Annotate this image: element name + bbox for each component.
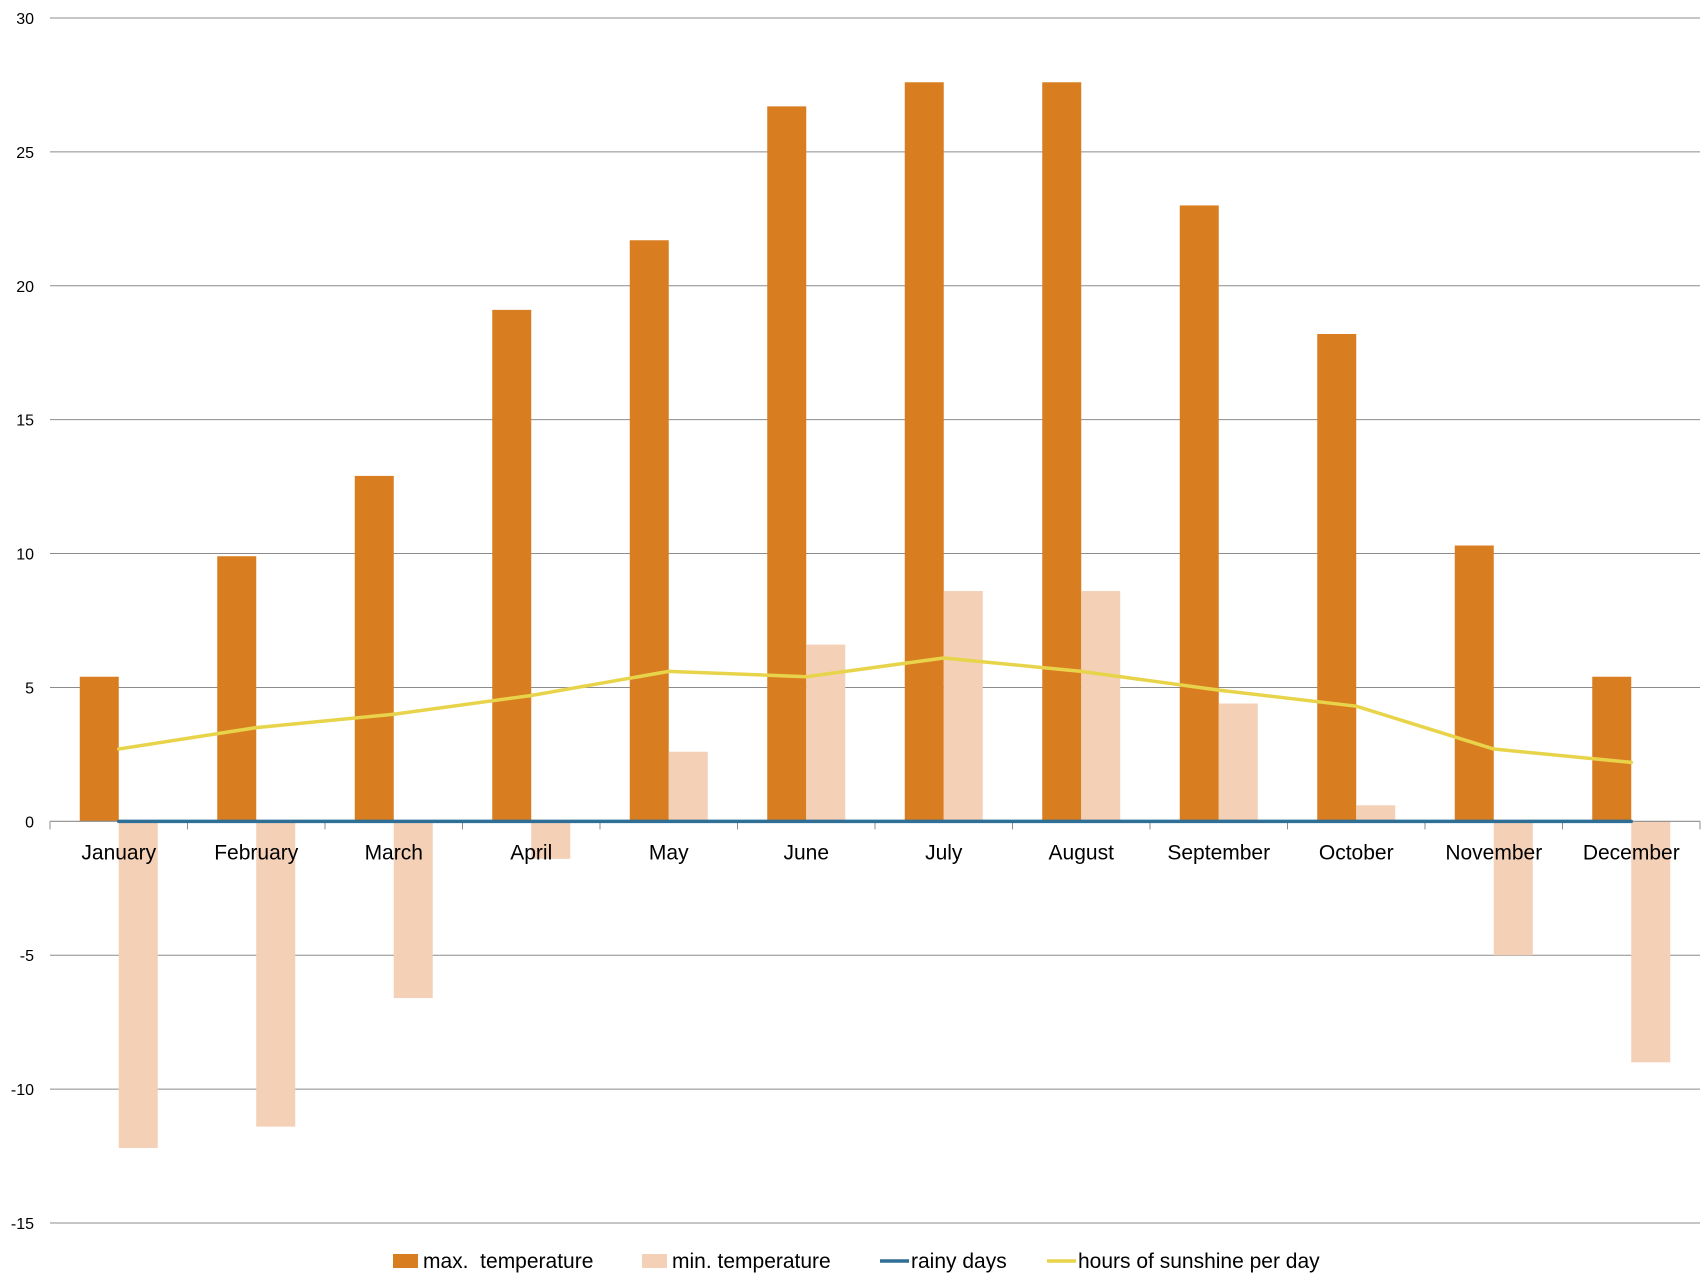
x-tick-label-march: March [365,841,423,864]
line-point [117,819,121,823]
max-temperature-bar-february [217,556,257,822]
line-point [667,819,671,823]
line-point [117,747,121,751]
max-temperature-bar-august [1042,82,1082,822]
line-point [1079,669,1083,673]
line-point [392,712,396,716]
y-tick-label: -10 [11,1082,34,1099]
legend-item-min-temperature: min. temperature [642,1250,831,1273]
min-temperature-bar-november [1493,821,1533,956]
line-point [254,726,258,730]
line-point [1217,688,1221,692]
y-tick-label: 5 [25,680,34,697]
y-tick-label: 0 [25,814,34,831]
max-temperature-bar-october [1317,333,1357,822]
max-temperature-bar-may [629,240,669,822]
max-temperature-bar-april [492,309,532,822]
max-temperature-bar-march [354,475,394,822]
x-tick-label-september: September [1167,841,1270,864]
x-tick-label-november: November [1445,841,1542,864]
line-point [254,819,258,823]
lines [117,656,1633,824]
x-tick-label-october: October [1319,841,1394,864]
hours-of-sunshine-per-day-line [117,656,1633,765]
line-point [804,819,808,823]
y-tick-label: 10 [16,547,34,564]
legend-swatch [393,1254,418,1268]
x-tick-label-june: June [783,841,829,864]
legend: max. temperature min. temperature rainy da… [393,1250,1320,1273]
x-tick-label-may: May [649,841,689,864]
y-axis-tick-labels: -15 -10 -5 0 5 10 15 20 25 30 [11,11,34,1233]
line-point [942,819,946,823]
min-temperature-bar-december [1631,821,1671,1063]
line-point [1629,819,1633,823]
max-temperature-bar-june [767,106,807,822]
max-temperature-bar-december [1592,676,1632,822]
min-temperature-bar-february [256,821,296,1127]
line-point [1492,819,1496,823]
legend-swatch [642,1254,667,1268]
line-point [1079,819,1083,823]
x-tick-label-january: January [81,841,156,864]
x-tick-label-august: August [1049,841,1115,864]
y-tick-label: 25 [16,145,34,162]
min-temperature-bar-january [118,821,158,1149]
x-tick-label-december: December [1583,841,1680,864]
x-tick-label-july: July [925,841,963,864]
line-point [1629,760,1633,764]
y-tick-label: 30 [16,11,34,28]
y-tick-label: 20 [16,279,34,296]
line-point [529,693,533,697]
legend-item-hours-of-sunshine-per-day: hours of sunshine per day [1047,1250,1320,1273]
gridlines [50,17,1700,1224]
min-temperature-bar-august [1081,591,1121,822]
line-point [1354,819,1358,823]
line-point [392,819,396,823]
min-temperature-bar-september [1218,703,1258,822]
line-point [1492,747,1496,751]
y-tick-label: -15 [11,1216,34,1233]
max-temperature-bar-november [1454,545,1494,822]
legend-label: max. temperature [423,1250,593,1273]
line-point [1354,704,1358,708]
x-axis-category-labels: January February March April May June July Augu… [81,841,1679,864]
legend-item-rainy-days: rainy days [880,1250,1007,1273]
line-point [942,656,946,660]
x-tick-label-april: April [510,841,552,864]
max-temperature-bar-september [1179,205,1219,822]
min-temperature-bar-october [1356,805,1396,822]
min-temperature-bar-may [668,751,708,822]
min-temperature-bar-march [393,821,433,999]
bars [79,82,1671,1149]
max-temperature-bar-july [904,82,944,822]
line-point [1217,819,1221,823]
legend-item-max-temperature: max. temperature [393,1250,593,1273]
legend-label: hours of sunshine per day [1078,1250,1320,1273]
line-point [804,675,808,679]
legend-label: rainy days [911,1250,1007,1273]
y-tick-label: -5 [20,948,34,965]
line-point [667,669,671,673]
x-tick-label-february: February [214,841,299,864]
min-temperature-bar-july [943,591,983,822]
min-temperature-bar-april [531,821,571,859]
max-temperature-bar-january [79,676,119,822]
y-tick-label: 15 [16,413,34,430]
legend-label: min. temperature [672,1250,831,1273]
line-point [529,819,533,823]
